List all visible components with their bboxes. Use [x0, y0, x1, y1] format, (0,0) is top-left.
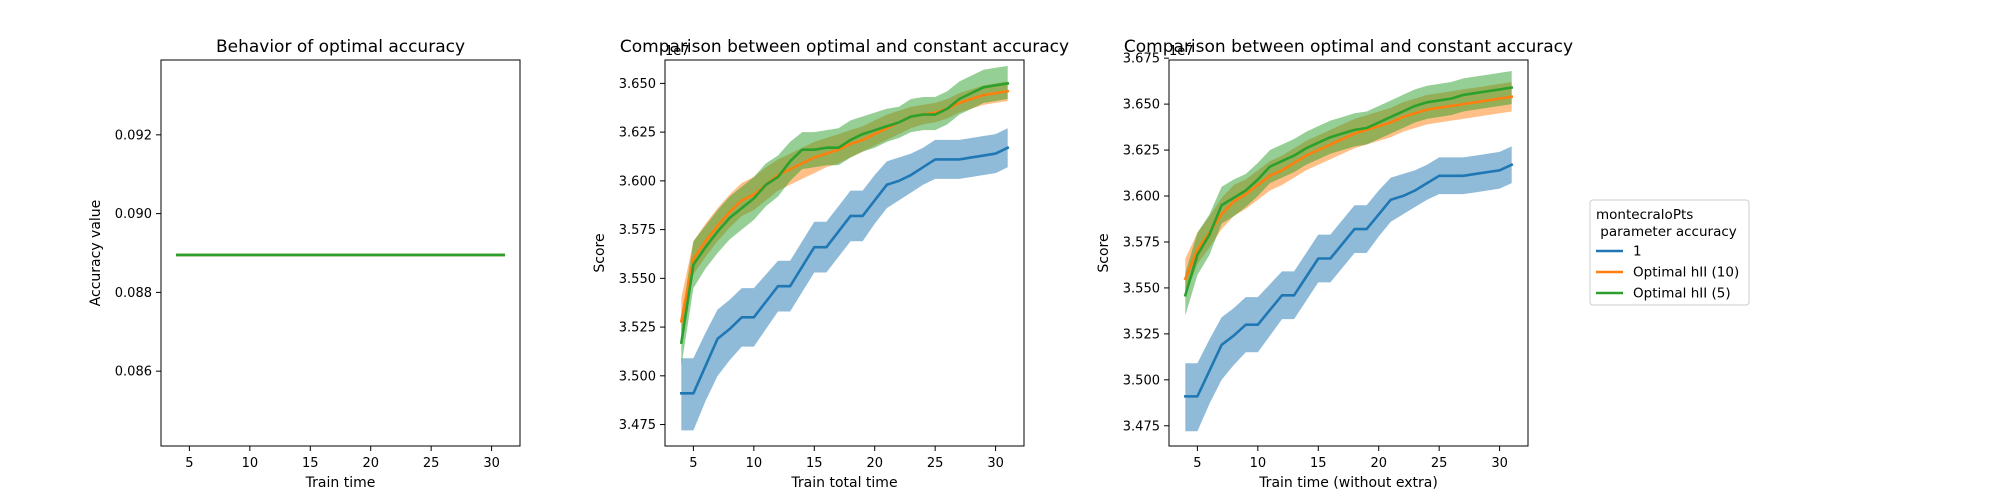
chart-3-x-axis-label: Train time (without extra) — [1258, 475, 1438, 491]
chart-2-line-series-2 — [679, 89, 1010, 323]
chart-2-title: Comparison between optimal and constant … — [620, 37, 1069, 57]
chart-1-x-tick-label: 10 — [242, 456, 259, 471]
legend-entry-label: Optimal hII (10) — [1633, 265, 1739, 281]
chart-2-y-tick-label: 3.475 — [619, 418, 656, 433]
chart-1-y-tick-label: 0.086 — [115, 365, 152, 380]
chart-1-y-tick-label: 0.092 — [115, 128, 152, 143]
chart-1-title: Behavior of optimal accuracy — [216, 37, 465, 57]
chart-panel-2: 5 10 15 20 25 30 3.475 3.500 3.525 3.550 3.575 3.60… — [592, 37, 1069, 491]
legend-title: parameter accuracy — [1596, 224, 1737, 240]
chart-panels: 5 10 15 20 25 30 0.086 0.088 0.090 0.092 Behavior … — [88, 37, 1573, 491]
chart-3-offset-text: 1e7 — [1169, 44, 1194, 59]
chart-3-y-tick-label: 3.575 — [1123, 235, 1160, 250]
chart-1-x-tick-label: 30 — [483, 456, 500, 471]
legend: montecraloPts parameter accuracy 1 Optimal… — [1589, 199, 1750, 306]
chart-2-x-tick-label: 5 — [689, 456, 697, 471]
chart-1-axes-frame — [160, 59, 521, 447]
chart-3-y-tick-label: 3.625 — [1123, 144, 1160, 159]
chart-2-x-axis-label: Train total time — [790, 475, 897, 491]
chart-3-y-tick-label: 3.550 — [1123, 281, 1160, 296]
chart-2-y-tick-label: 3.600 — [619, 174, 656, 189]
chart-2-x-tick-label: 30 — [987, 456, 1004, 471]
chart-3-y-tick-label: 3.675 — [1123, 52, 1160, 67]
chart-2-line-series-3 — [679, 81, 1010, 345]
chart-2-y-tick-label: 3.500 — [619, 369, 656, 384]
chart-2-band-series-1 — [681, 128, 1008, 431]
chart-2-offset-text: 1e7 — [665, 44, 690, 59]
chart-3-y-tick-label: 3.475 — [1123, 419, 1160, 434]
chart-2-x-tick-label: 10 — [746, 456, 763, 471]
chart-1-x-tick-label: 5 — [185, 456, 193, 471]
chart-2-y-axis-label: Score — [592, 233, 608, 272]
chart-3-title: Comparison between optimal and constant … — [1124, 37, 1573, 57]
chart-2-x-tick-label: 15 — [806, 456, 823, 471]
chart-2-y-tick-label: 3.650 — [619, 77, 656, 92]
chart-2-y-tick-label: 3.575 — [619, 223, 656, 238]
chart-3-axes-frame — [1168, 59, 1529, 447]
legend-entry-label: 1 — [1633, 244, 1642, 260]
chart-3-band-series-1 — [1185, 146, 1512, 432]
chart-3-x-tick-label: 25 — [1431, 456, 1448, 471]
chart-3-y-axis-label: Score — [1096, 233, 1112, 272]
chart-1-x-tick-label: 20 — [362, 456, 379, 471]
chart-3-y-tick-label: 3.600 — [1123, 190, 1160, 205]
chart-3-y-tick-label: 3.500 — [1123, 373, 1160, 388]
chart-3-x-tick-label: 15 — [1310, 456, 1327, 471]
chart-2-y-tick-label: 3.525 — [619, 321, 656, 336]
chart-1-y-axis-label: Accuracy value — [88, 200, 104, 307]
chart-3-band-series-3 — [1185, 71, 1512, 316]
chart-3-x-tick-label: 30 — [1491, 456, 1508, 471]
chart-3-x-tick-label: 20 — [1370, 456, 1387, 471]
chart-panel-3: 5 10 15 20 25 30 3.475 3.500 3.525 3.550 3.575 3.60… — [1096, 37, 1573, 491]
chart-panel-1: 5 10 15 20 25 30 0.086 0.088 0.090 0.092 Behavior … — [88, 37, 521, 491]
chart-3-line-series-1 — [1184, 163, 1514, 398]
chart-1-x-tick-label: 25 — [423, 456, 440, 471]
chart-2-axes-frame — [664, 59, 1025, 447]
chart-3-x-tick-label: 10 — [1250, 456, 1267, 471]
legend-title: montecraloPts — [1596, 207, 1693, 223]
chart-1-y-tick-label: 0.090 — [115, 207, 152, 222]
chart-2-y-tick-label: 3.625 — [619, 126, 656, 141]
chart-1-x-tick-label: 15 — [302, 456, 319, 471]
chart-2-x-tick-label: 25 — [927, 456, 944, 471]
chart-2-band-series-3 — [681, 65, 1008, 367]
legend-box — [1589, 199, 1750, 306]
chart-3-x-tick-label: 5 — [1193, 456, 1201, 471]
chart-3-line-series-3 — [1183, 86, 1514, 297]
chart-3-y-tick-label: 3.525 — [1123, 327, 1160, 342]
chart-2-x-tick-label: 20 — [866, 456, 883, 471]
chart-2-line-series-1 — [680, 145, 1010, 395]
chart-2-y-tick-label: 3.550 — [619, 272, 656, 287]
chart-1-y-tick-label: 0.088 — [115, 286, 152, 301]
chart-3-y-tick-label: 3.650 — [1123, 98, 1160, 113]
legend-entry-label: Optimal hII (5) — [1633, 286, 1731, 302]
chart-3-line-series-2 — [1183, 95, 1514, 281]
chart-1-x-axis-label: Train time — [305, 475, 376, 491]
